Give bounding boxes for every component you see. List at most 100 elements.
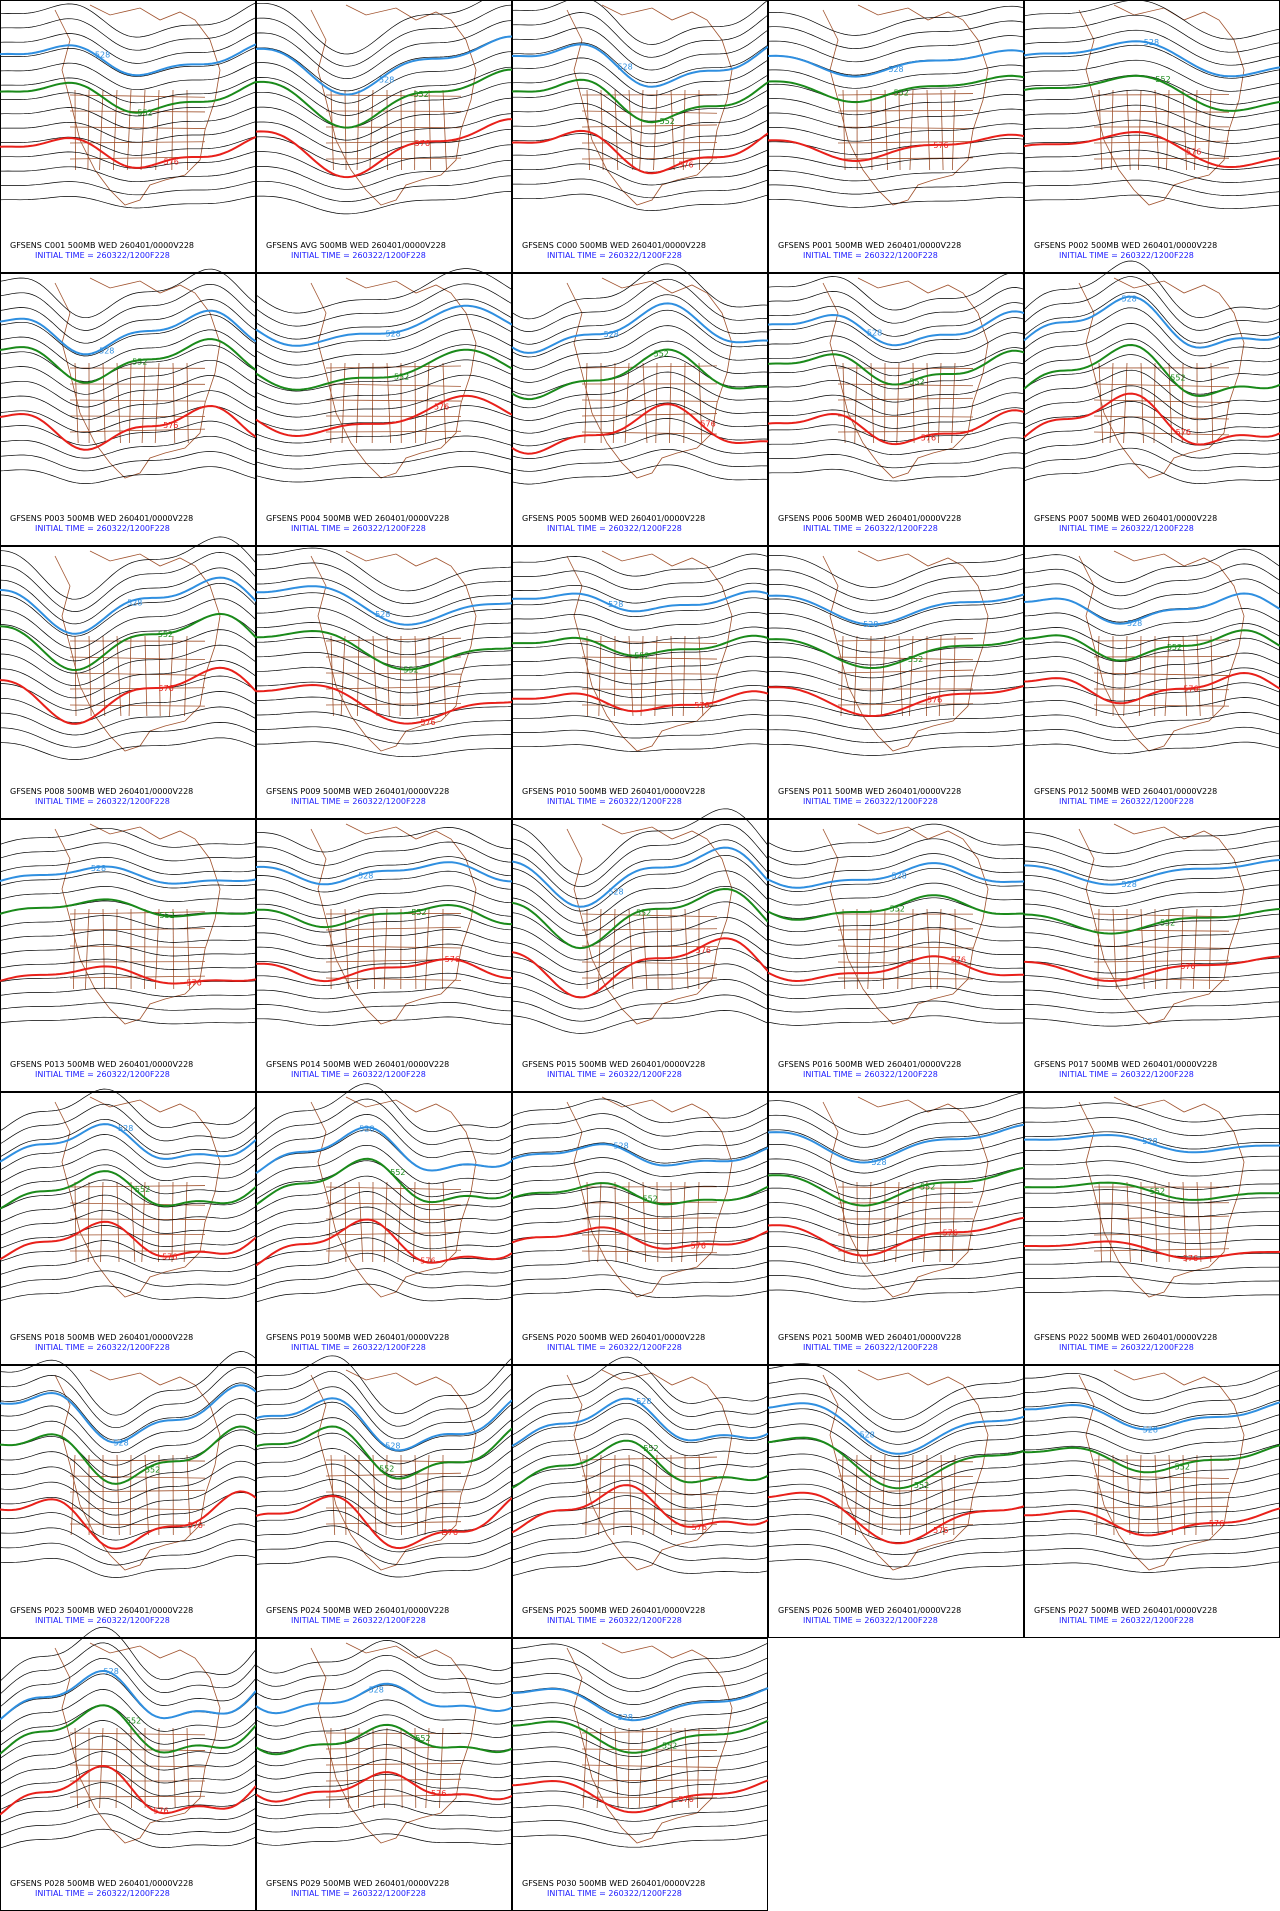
height-contour bbox=[255, 268, 513, 314]
state-line bbox=[581, 110, 718, 114]
height-contour bbox=[511, 1731, 769, 1757]
base-map bbox=[566, 277, 733, 479]
contour-label: 576 bbox=[933, 141, 948, 150]
state-line bbox=[186, 1727, 190, 1809]
height-contour bbox=[1023, 89, 1280, 118]
height-contour bbox=[1023, 1546, 1280, 1560]
state-line bbox=[399, 635, 402, 717]
height-contour bbox=[0, 1539, 257, 1566]
map-panel: 528 552 576 GFSENS P015 500MB WED 260401/00… bbox=[511, 808, 769, 1092]
panel-init-time: INITIAL TIME = 260322/1200F228 bbox=[547, 1889, 682, 1898]
state-line bbox=[881, 635, 886, 717]
key-contour bbox=[511, 634, 769, 657]
contour-label: 552 bbox=[662, 1742, 677, 1751]
height-contour bbox=[255, 51, 513, 104]
height-contour bbox=[511, 582, 769, 604]
title-backdrop bbox=[1, 782, 255, 818]
state-line bbox=[653, 1454, 658, 1536]
height-contour bbox=[0, 1103, 257, 1145]
panel-init-time: INITIAL TIME = 260322/1200F228 bbox=[291, 1889, 426, 1898]
contour-label: 552 bbox=[403, 665, 418, 674]
state-line bbox=[1110, 89, 1114, 171]
panel-frame bbox=[512, 1092, 768, 1365]
contour-label: 552 bbox=[894, 89, 909, 98]
height-contour bbox=[767, 196, 1025, 208]
key-contour bbox=[1023, 1181, 1280, 1201]
state-line bbox=[1164, 635, 1170, 717]
height-contour bbox=[767, 108, 1025, 129]
state-line bbox=[116, 1454, 120, 1536]
state-line bbox=[628, 635, 634, 717]
state-line bbox=[1112, 908, 1117, 990]
key-contour bbox=[1023, 343, 1280, 398]
height-contour bbox=[511, 1356, 769, 1410]
state-line bbox=[911, 908, 914, 990]
height-contour bbox=[767, 287, 1025, 324]
state-line bbox=[69, 1475, 206, 1479]
key-contour bbox=[767, 862, 1025, 889]
key-contour bbox=[255, 1126, 513, 1175]
height-contour bbox=[1023, 637, 1280, 662]
height-contour bbox=[511, 1672, 769, 1705]
state-line bbox=[69, 94, 206, 98]
height-contour bbox=[0, 136, 257, 156]
state-line bbox=[325, 1249, 462, 1252]
height-contour bbox=[0, 1445, 257, 1491]
state-line bbox=[940, 89, 944, 171]
state-line bbox=[581, 124, 718, 128]
state-line bbox=[654, 635, 658, 717]
state-line bbox=[655, 1727, 658, 1809]
panel-init-time: INITIAL TIME = 260322/1200F228 bbox=[803, 251, 938, 260]
state-line bbox=[186, 908, 190, 990]
state-line bbox=[1154, 1181, 1158, 1263]
key-contour bbox=[511, 129, 769, 175]
key-contour bbox=[0, 612, 257, 672]
contour-label: 528 bbox=[385, 1442, 400, 1451]
height-contour bbox=[0, 1642, 257, 1695]
height-contour bbox=[256, 681, 513, 707]
state-line bbox=[1166, 908, 1170, 990]
state-line bbox=[953, 1454, 956, 1536]
height-contour bbox=[0, 299, 257, 344]
height-contour bbox=[1023, 622, 1280, 649]
height-contour bbox=[255, 175, 513, 202]
panel-frame bbox=[0, 1638, 256, 1911]
contour-label: 528 bbox=[358, 871, 373, 880]
height-contour bbox=[256, 651, 513, 681]
key-contour bbox=[1023, 74, 1280, 112]
height-contour bbox=[511, 1127, 769, 1150]
panel-title: GFSENS P029 500MB WED 260401/0000V228 bbox=[266, 1879, 449, 1888]
height-contour bbox=[0, 1476, 257, 1516]
height-contour bbox=[0, 1554, 257, 1578]
height-contour bbox=[0, 1270, 257, 1288]
height-contour bbox=[511, 325, 769, 371]
title-backdrop bbox=[1025, 782, 1279, 818]
contour-label: 576 bbox=[1186, 147, 1201, 156]
panel-frame bbox=[0, 546, 256, 819]
height-contour bbox=[0, 329, 257, 370]
height-contour bbox=[511, 1372, 769, 1423]
height-contour bbox=[1024, 1131, 1280, 1150]
state-line bbox=[356, 89, 360, 171]
height-contour bbox=[1023, 276, 1280, 331]
key-contour bbox=[256, 629, 513, 671]
key-contour bbox=[1023, 859, 1280, 886]
state-line bbox=[628, 1727, 630, 1809]
height-contour bbox=[0, 827, 257, 848]
contour-label: 528 bbox=[379, 76, 394, 85]
title-backdrop bbox=[513, 1874, 767, 1910]
key-contour bbox=[767, 1491, 1025, 1545]
height-contour bbox=[0, 1240, 257, 1262]
contour-label: 576 bbox=[1209, 1519, 1224, 1528]
key-contour bbox=[511, 348, 769, 401]
map-panel: 528 552 576 GFSENS C000 500MB WED 260401/00… bbox=[511, 0, 769, 273]
state-line bbox=[1195, 1454, 1198, 1536]
state-line bbox=[183, 1181, 188, 1263]
title-backdrop bbox=[1, 1601, 255, 1637]
height-contour bbox=[0, 1507, 257, 1541]
height-contour bbox=[767, 1152, 1025, 1187]
map-panel: 528 552 576 GFSENS P011 500MB WED 260401/00… bbox=[767, 546, 1025, 819]
height-contour bbox=[255, 1640, 513, 1674]
key-contour bbox=[511, 1182, 769, 1206]
state-line bbox=[586, 1181, 590, 1263]
